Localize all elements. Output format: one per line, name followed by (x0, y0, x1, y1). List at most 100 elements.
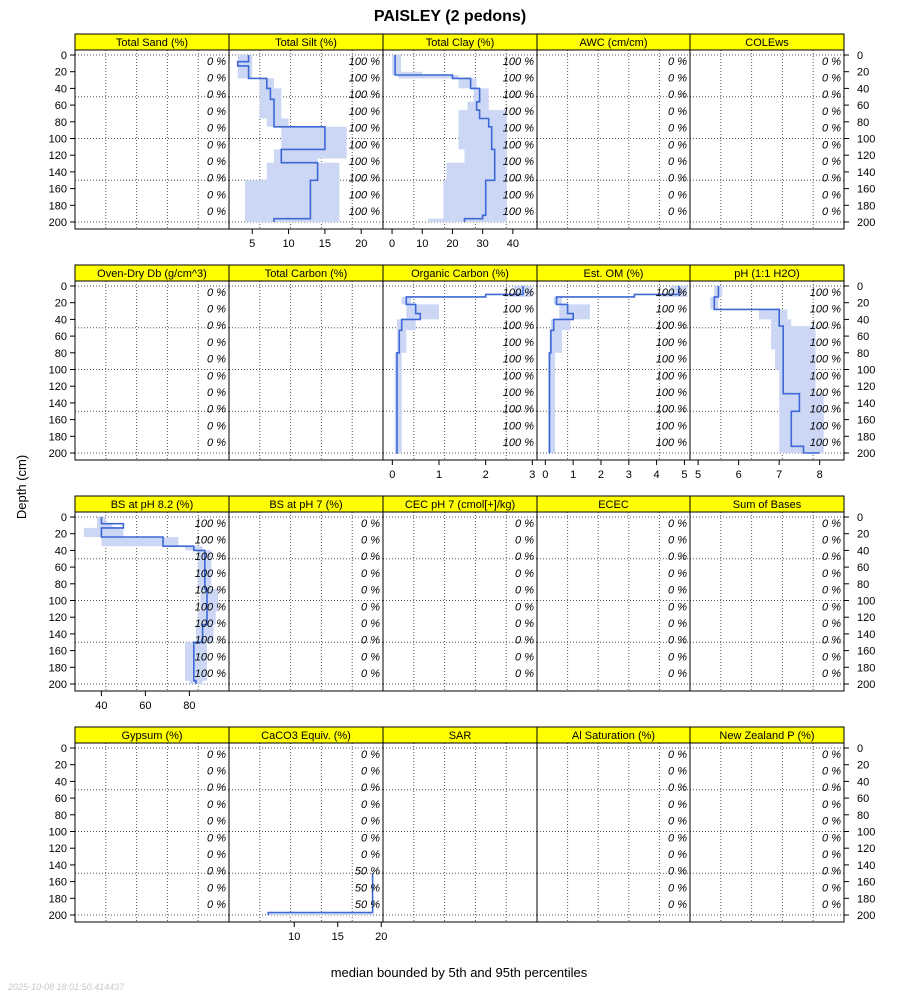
panel-strip-label: AWC (cm/cm) (579, 37, 647, 49)
left-depth-tick-label: 200 (49, 217, 67, 229)
contributing-fraction-label: 100 % (503, 420, 534, 432)
x-tick-label: 3 (626, 469, 632, 481)
right-depth-tick-label: 100 (857, 134, 875, 146)
contributing-fraction-label: 0 % (207, 899, 226, 911)
contributing-fraction-label: 100 % (195, 568, 226, 580)
contributing-fraction-label: 0 % (207, 354, 226, 366)
panel-frame (689, 49, 845, 230)
x-tick-label: 15 (319, 238, 331, 250)
contributing-fraction-label: 100 % (503, 73, 534, 85)
panel-ecec: ECEC 0 % 0 % 0 % 0 % 0 % 0 % 0 % 0 % 0 % 0 % (536, 495, 691, 692)
contributing-fraction-label: 100 % (503, 354, 534, 366)
panel-awc-cm-cm: AWC (cm/cm) 0 % 0 % 0 % 0 % 0 % 0 % 0 % 0 % 0 % 0 … (536, 33, 691, 230)
contributing-fraction-label: 100 % (349, 89, 380, 101)
contributing-fraction-label: 0 % (668, 106, 687, 118)
panel-strip-label: BS at pH 7 (%) (269, 499, 342, 511)
panel-frame (689, 280, 845, 461)
left-depth-tick-label: 60 (55, 100, 67, 112)
contributing-fraction-label: 0 % (361, 816, 380, 828)
right-depth-tick-label: 100 (857, 827, 875, 839)
contributing-fraction-label: 0 % (207, 816, 226, 828)
left-depth-tick-label: 20 (55, 529, 67, 541)
contributing-fraction-label: 0 % (668, 123, 687, 135)
contributing-fraction-label: 0 % (822, 816, 841, 828)
x-tick-label: 15 (332, 931, 344, 943)
right-depth-tick-label: 160 (857, 415, 875, 427)
panel-al-saturation: Al Saturation (%) 0 % 0 % 0 % 0 % 0 % 0 % 0 % 0 … (536, 726, 691, 923)
contributing-fraction-label: 100 % (656, 404, 687, 416)
contributing-fraction-label: 0 % (822, 123, 841, 135)
contributing-fraction-label: 0 % (361, 618, 380, 630)
panel-frame (382, 511, 538, 692)
panel-strip-label: Gypsum (%) (121, 730, 182, 742)
right-depth-tick-label: 120 (857, 612, 875, 624)
contributing-fraction-label: 100 % (810, 354, 841, 366)
x-tick-label: 30 (477, 238, 489, 250)
x-tick-label: 8 (817, 469, 823, 481)
contributing-fraction-label: 100 % (656, 437, 687, 449)
contributing-fraction-label: 0 % (822, 551, 841, 563)
left-depth-tick-label: 0 (61, 512, 67, 524)
left-depth-tick-label: 40 (55, 314, 67, 326)
panel-strip-label: New Zealand P (%) (719, 730, 814, 742)
contributing-fraction-label: 0 % (515, 568, 534, 580)
right-depth-tick-label: 140 (857, 629, 875, 641)
contributing-fraction-label: 0 % (668, 89, 687, 101)
panel-strip-label: Total Sand (%) (116, 37, 188, 49)
panel-caco3-equiv: CaCO3 Equiv. (%) 0 % 0 % 0 % 0 % 0 % 0 % 0 % 50 … (228, 726, 387, 943)
x-tick-label: 60 (139, 700, 151, 712)
contributing-fraction-label: 100 % (503, 387, 534, 399)
left-depth-tick-label: 80 (55, 810, 67, 822)
contributing-fraction-label: 0 % (361, 749, 380, 761)
contributing-fraction-label: 0 % (822, 518, 841, 530)
contributing-fraction-label: 100 % (349, 123, 380, 135)
x-tick-label: 0 (389, 238, 395, 250)
contributing-fraction-label: 0 % (668, 535, 687, 547)
contributing-fraction-label: 0 % (207, 404, 226, 416)
contributing-fraction-label: 100 % (503, 320, 534, 332)
contributing-fraction-label: 50 % (355, 899, 380, 911)
contributing-fraction-label: 0 % (361, 635, 380, 647)
left-depth-tick-label: 160 (49, 646, 67, 658)
x-tick-label: 5 (249, 238, 255, 250)
right-depth-tick-label: 20 (857, 67, 869, 79)
x-tick-label: 0 (542, 469, 548, 481)
x-tick-label: 1 (436, 469, 442, 481)
contributing-fraction-label: 0 % (668, 189, 687, 201)
contributing-fraction-label: 0 % (361, 535, 380, 547)
contributing-fraction-label: 0 % (668, 668, 687, 680)
x-tick-label: 5 (695, 469, 701, 481)
percentile-band (83, 517, 218, 684)
percentile-band (392, 55, 507, 222)
contributing-fraction-label: 0 % (822, 849, 841, 861)
right-depth-tick-label: 180 (857, 662, 875, 674)
contributing-fraction-label: 50 % (355, 882, 380, 894)
right-depth-tick-label: 140 (857, 167, 875, 179)
contributing-fraction-label: 0 % (822, 106, 841, 118)
contributing-fraction-label: 0 % (361, 585, 380, 597)
contributing-fraction-label: 100 % (195, 601, 226, 613)
left-depth-tick-label: 20 (55, 67, 67, 79)
left-depth-tick-label: 20 (55, 298, 67, 310)
left-depth-tick-label: 60 (55, 562, 67, 574)
contributing-fraction-label: 0 % (668, 799, 687, 811)
contributing-fraction-label: 0 % (822, 651, 841, 663)
contributing-fraction-label: 100 % (503, 337, 534, 349)
x-tick-label: 4 (654, 469, 660, 481)
contributing-fraction-label: 100 % (503, 437, 534, 449)
contributing-fraction-label: 0 % (361, 832, 380, 844)
contributing-fraction-label: 0 % (207, 420, 226, 432)
contributing-fraction-label: 0 % (668, 749, 687, 761)
right-depth-tick-label: 180 (857, 431, 875, 443)
contributing-fraction-label: 0 % (361, 601, 380, 613)
left-depth-tick-label: 160 (49, 415, 67, 427)
left-depth-tick-label: 140 (49, 398, 67, 410)
contributing-fraction-label: 100 % (349, 156, 380, 168)
median-line (394, 55, 496, 222)
right-depth-tick-label: 100 (857, 365, 875, 377)
left-depth-tick-label: 180 (49, 893, 67, 905)
left-depth-tick-label: 180 (49, 200, 67, 212)
contributing-fraction-label: 0 % (207, 287, 226, 299)
contributing-fraction-label: 0 % (668, 816, 687, 828)
